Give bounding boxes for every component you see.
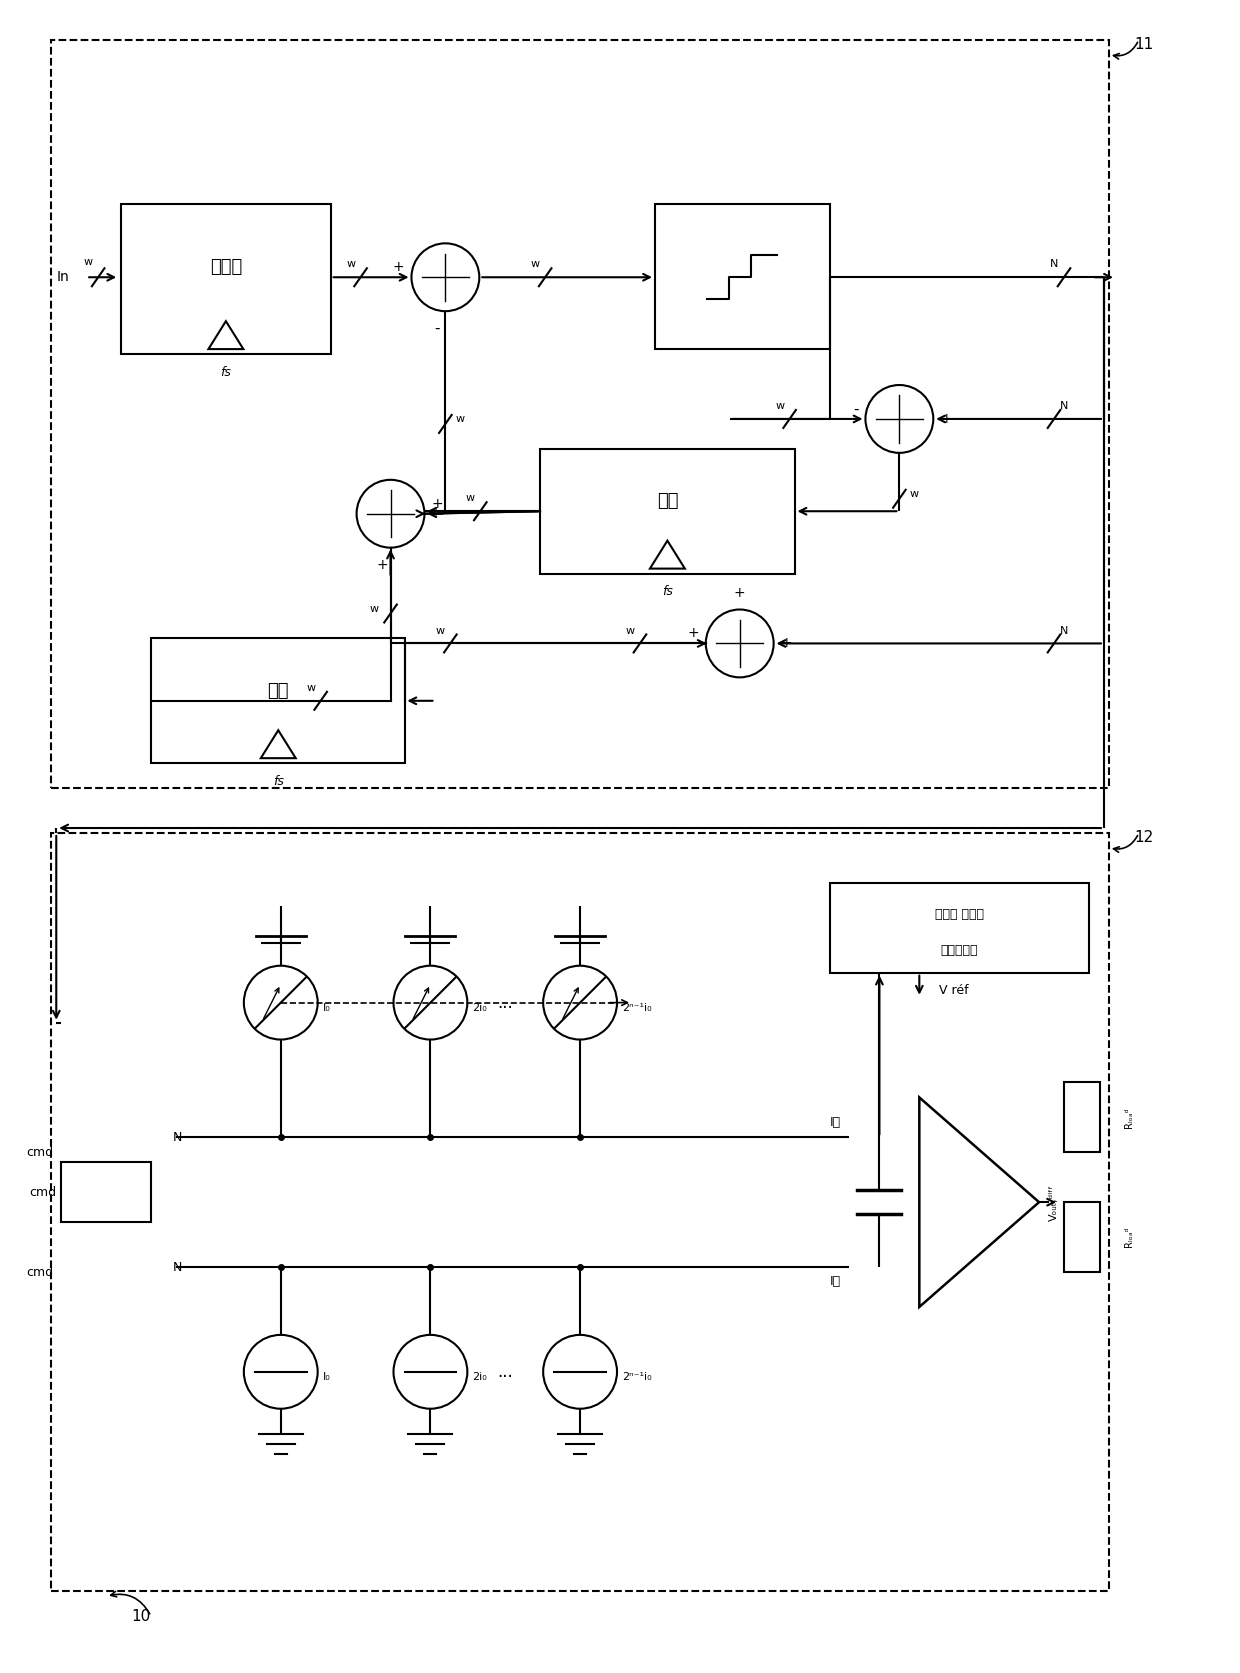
- Text: cmd: cmd: [26, 1265, 53, 1278]
- Text: +: +: [432, 497, 443, 510]
- Bar: [655, 204, 830, 350]
- Text: fs: fs: [273, 775, 284, 788]
- Text: 延迟: 延迟: [657, 492, 678, 510]
- Text: -: -: [853, 402, 858, 417]
- Text: I泵: I泵: [830, 1275, 841, 1288]
- Text: w: w: [435, 626, 445, 636]
- Text: w: w: [346, 259, 355, 269]
- Text: w: w: [466, 494, 475, 504]
- Text: +: +: [393, 261, 404, 274]
- Text: w: w: [625, 626, 635, 636]
- Text: 2ⁿ⁻¹i₀: 2ⁿ⁻¹i₀: [622, 1002, 652, 1012]
- Text: cmd: cmd: [26, 1146, 53, 1159]
- Text: +: +: [377, 557, 388, 572]
- Text: I₀: I₀: [322, 1002, 330, 1012]
- Bar: [151, 639, 405, 763]
- Text: Vₒᵤₜ,ᵈᴵᶠᶠ: Vₒᵤₜ,ᵈᴵᶠᶠ: [1049, 1184, 1059, 1221]
- Text: N: N: [1060, 402, 1068, 412]
- Text: Rₗₒₐᵈ: Rₗₒₐᵈ: [1123, 1226, 1133, 1248]
- Text: In: In: [56, 271, 69, 284]
- Text: fs: fs: [221, 365, 232, 378]
- Text: 延迟: 延迟: [268, 683, 289, 699]
- Text: 2i₀: 2i₀: [472, 1372, 487, 1382]
- Text: w: w: [531, 259, 539, 269]
- Text: +: +: [687, 626, 699, 641]
- Text: +: +: [940, 412, 952, 427]
- Bar: [830, 883, 1089, 972]
- Text: -: -: [435, 321, 440, 336]
- Text: ...: ...: [497, 994, 513, 1012]
- Text: 10: 10: [131, 1609, 150, 1624]
- Text: N: N: [1050, 259, 1058, 269]
- Text: +: +: [781, 636, 792, 651]
- Text: w: w: [306, 683, 315, 693]
- Text: w: w: [455, 413, 465, 423]
- Bar: [1064, 1203, 1100, 1271]
- Text: +: +: [734, 586, 745, 599]
- Text: fs: fs: [662, 586, 673, 597]
- Text: 寄存器: 寄存器: [210, 258, 242, 276]
- Text: ...: ...: [497, 1363, 513, 1380]
- Text: I泵: I泵: [830, 1116, 841, 1129]
- Text: 11: 11: [1133, 37, 1153, 52]
- Text: w: w: [83, 258, 93, 268]
- Text: N: N: [1060, 626, 1068, 636]
- Text: 2ⁿ⁻¹i₀: 2ⁿ⁻¹i₀: [622, 1372, 652, 1382]
- Bar: [1064, 1082, 1100, 1153]
- Text: V réf: V réf: [939, 984, 968, 997]
- Bar: [541, 448, 795, 574]
- Text: N: N: [174, 1260, 182, 1273]
- Bar: [61, 1163, 151, 1223]
- Text: 比较器 滤波器: 比较器 滤波器: [935, 908, 983, 920]
- Text: I₀: I₀: [322, 1372, 330, 1382]
- Text: w: w: [370, 604, 378, 614]
- Text: w: w: [775, 402, 784, 412]
- Text: 12: 12: [1133, 830, 1153, 845]
- Text: N: N: [174, 1131, 182, 1144]
- Text: w: w: [909, 489, 919, 499]
- Text: 2i₀: 2i₀: [472, 1002, 487, 1012]
- Text: 低通滤波器: 低通滤波器: [940, 944, 978, 957]
- Text: Rₗₒₐᵈ: Rₗₒₐᵈ: [1123, 1108, 1133, 1128]
- Bar: [122, 204, 331, 355]
- Text: cmd: cmd: [30, 1186, 56, 1198]
